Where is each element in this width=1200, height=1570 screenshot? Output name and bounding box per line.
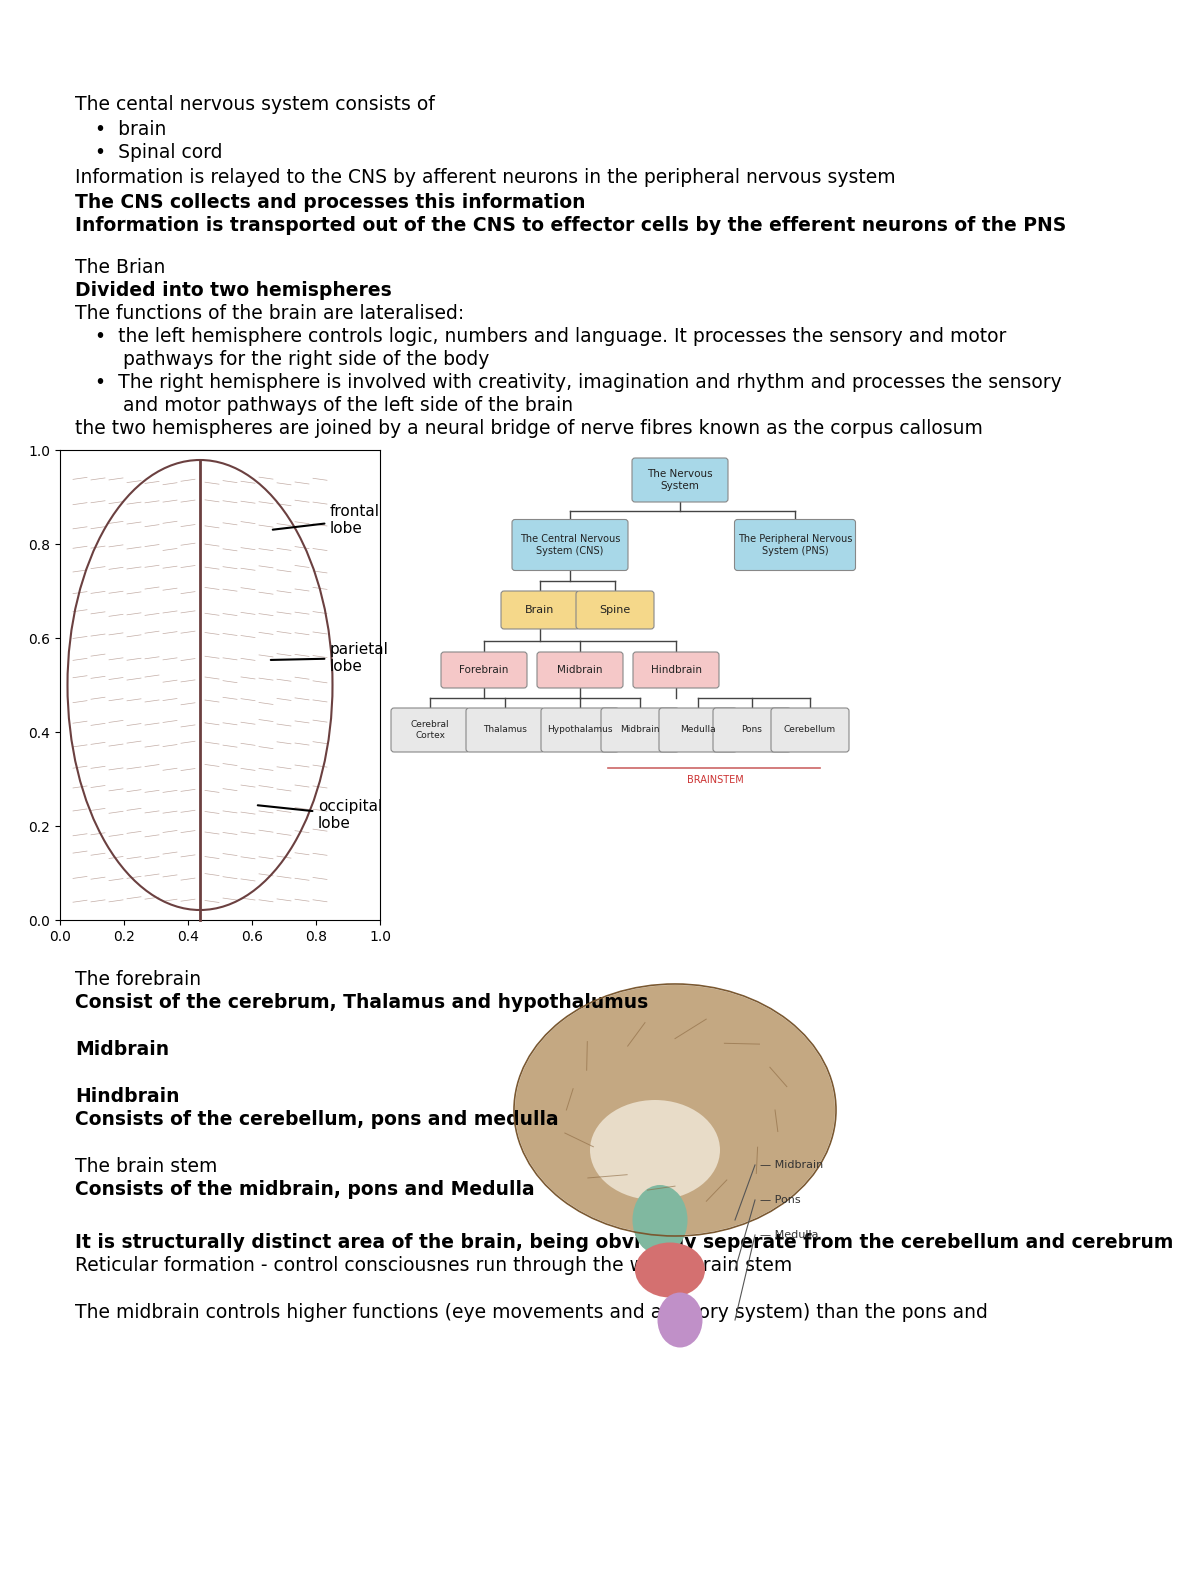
FancyBboxPatch shape [466,708,544,752]
Text: BRAINSTEM: BRAINSTEM [686,776,743,785]
Text: The Brian: The Brian [74,257,166,276]
FancyBboxPatch shape [541,708,619,752]
Ellipse shape [590,1101,720,1199]
Ellipse shape [70,560,330,840]
Text: Cerebral
Cortex: Cerebral Cortex [410,721,449,739]
FancyBboxPatch shape [601,708,679,752]
Text: Midbrain: Midbrain [620,725,660,735]
Text: parietal
lobe: parietal lobe [271,642,389,674]
FancyBboxPatch shape [538,652,623,688]
Text: Consists of the cerebellum, pons and medulla: Consists of the cerebellum, pons and med… [74,1110,559,1129]
FancyBboxPatch shape [502,590,580,630]
Text: The brain stem: The brain stem [74,1157,217,1176]
Text: Cerebellum: Cerebellum [784,725,836,735]
Text: Medulla: Medulla [680,725,716,735]
Ellipse shape [80,739,320,920]
Text: Divided into two hemispheres: Divided into two hemispheres [74,281,391,300]
Text: Midbrain: Midbrain [557,666,602,675]
Text: and motor pathways of the left side of the brain: and motor pathways of the left side of t… [106,396,574,414]
Ellipse shape [658,1292,702,1347]
Text: The Nervous
System: The Nervous System [647,469,713,491]
Text: The cental nervous system consists of: The cental nervous system consists of [74,96,434,115]
Text: The functions of the brain are lateralised:: The functions of the brain are lateralis… [74,305,464,323]
Text: The midbrain controls higher functions (eye movements and auditory system) than : The midbrain controls higher functions (… [74,1303,988,1322]
Text: — Midbrain: — Midbrain [760,1160,823,1170]
FancyBboxPatch shape [713,708,791,752]
FancyBboxPatch shape [734,520,856,570]
Text: pathways for the right side of the body: pathways for the right side of the body [106,350,490,369]
Text: Pons: Pons [742,725,762,735]
Ellipse shape [515,984,835,1236]
FancyBboxPatch shape [512,520,628,570]
Text: It is structurally distinct area of the brain, being obviously seperate from the: It is structurally distinct area of the … [74,1232,1174,1251]
Text: Hypothalamus: Hypothalamus [547,725,613,735]
Text: frontal
lobe: frontal lobe [272,504,380,537]
Text: Hindbrain: Hindbrain [650,666,702,675]
Text: Reticular formation - control consciousnes run through the whole brain stem: Reticular formation - control consciousn… [74,1256,792,1275]
FancyBboxPatch shape [391,708,469,752]
Text: Consist of the cerebrum, Thalamus and hypothalumus: Consist of the cerebrum, Thalamus and hy… [74,992,648,1013]
Ellipse shape [72,451,328,730]
Text: The forebrain: The forebrain [74,970,202,989]
FancyBboxPatch shape [632,458,728,502]
Text: Consists of the midbrain, pons and Medulla: Consists of the midbrain, pons and Medul… [74,1181,535,1199]
FancyBboxPatch shape [442,652,527,688]
Text: Spine: Spine [599,604,631,615]
Text: occipital
lobe: occipital lobe [258,799,383,831]
Text: — Pons: — Pons [760,1195,800,1206]
FancyBboxPatch shape [659,708,737,752]
Text: the two hemispheres are joined by a neural bridge of nerve fibres known as the c: the two hemispheres are joined by a neur… [74,419,983,438]
Text: Information is relayed to the CNS by afferent neurons in the peripheral nervous : Information is relayed to the CNS by aff… [74,168,895,187]
Text: — Medulla: — Medulla [760,1229,818,1240]
Ellipse shape [635,1242,706,1297]
Text: •  Spinal cord: • Spinal cord [95,143,222,162]
Text: Thalamus: Thalamus [484,725,527,735]
Text: •  brain: • brain [95,119,167,140]
Text: •  The right hemisphere is involved with creativity, imagination and rhythm and : • The right hemisphere is involved with … [95,374,1062,392]
Text: The Central Nervous
System (CNS): The Central Nervous System (CNS) [520,534,620,556]
Text: Midbrain: Midbrain [74,1039,169,1060]
FancyBboxPatch shape [772,708,850,752]
Text: The Peripheral Nervous
System (PNS): The Peripheral Nervous System (PNS) [738,534,852,556]
Text: Information is transported out of the CNS to effector cells by the efferent neur: Information is transported out of the CN… [74,217,1067,236]
Ellipse shape [632,1185,688,1254]
Text: The CNS collects and processes this information: The CNS collects and processes this info… [74,193,586,212]
Text: Brain: Brain [526,604,554,615]
Text: Hindbrain: Hindbrain [74,1086,180,1105]
Text: •  the left hemisphere controls logic, numbers and language. It processes the se: • the left hemisphere controls logic, nu… [95,327,1007,345]
Text: Forebrain: Forebrain [460,666,509,675]
FancyBboxPatch shape [576,590,654,630]
FancyBboxPatch shape [634,652,719,688]
